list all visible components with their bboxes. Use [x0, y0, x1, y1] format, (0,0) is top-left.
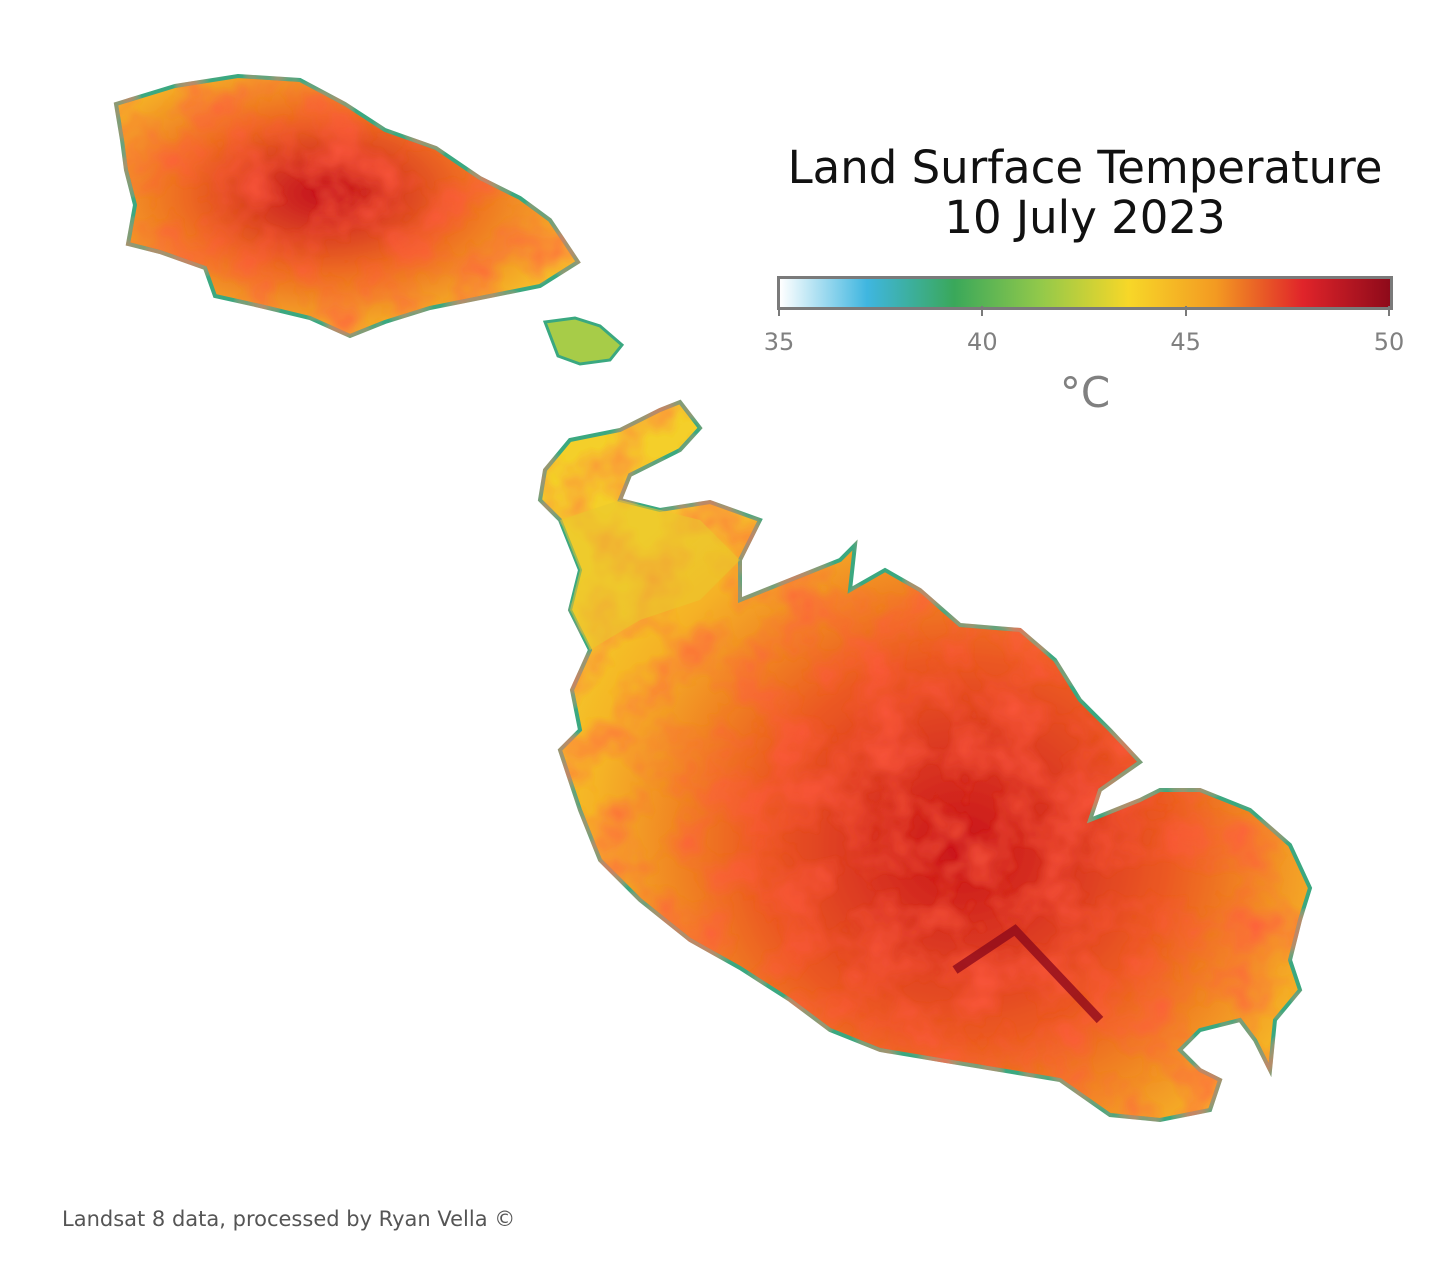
colorbar-tick-label: 50: [1373, 328, 1405, 356]
malta-island: [537, 399, 1313, 1123]
data-credit: Landsat 8 data, processed by Ryan Vella …: [62, 1207, 516, 1231]
colorbar-tick-label: 40: [967, 328, 998, 356]
colorbar-tick-label: 45: [1170, 328, 1201, 356]
runway-streak: [952, 924, 1104, 1024]
gozo-island: [113, 73, 581, 339]
colorbar-tick: [981, 306, 984, 316]
colorbar-unit: °C: [1059, 368, 1111, 417]
comino-island: [542, 316, 625, 366]
colorbar: [777, 276, 1393, 310]
colorbar-tick: [1388, 306, 1390, 316]
map-title-line1: Land Surface Temperature: [787, 141, 1383, 194]
map-title-line2: 10 July 2023: [944, 191, 1226, 244]
colorbar-tick: [1184, 306, 1187, 316]
colorbar-tick: [778, 306, 780, 316]
colorbar-tick-label: 35: [763, 328, 795, 356]
